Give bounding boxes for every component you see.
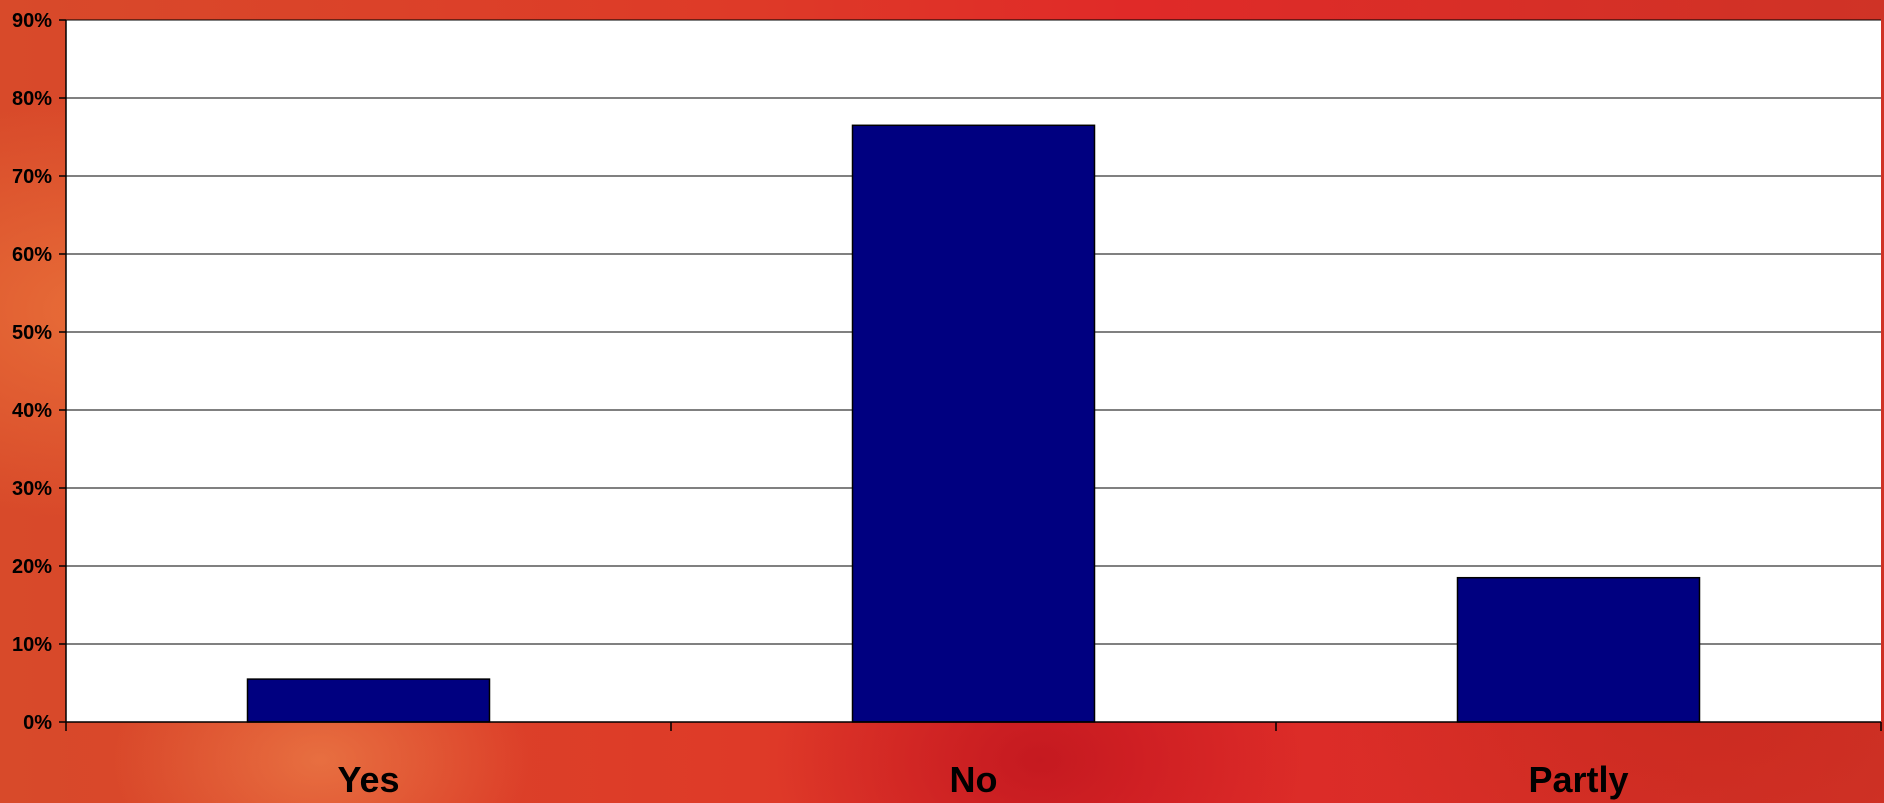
bar-yes — [246, 678, 491, 723]
bars — [246, 124, 1701, 723]
x-axis-category-labels: Yes No Partly — [337, 759, 1628, 800]
x-category-label: No — [950, 759, 998, 800]
y-tick-label: 30% — [12, 478, 52, 500]
y-tick-label: 20% — [12, 556, 52, 578]
y-tick-label: 70% — [12, 166, 52, 188]
x-category-label: Yes — [337, 759, 399, 800]
axes — [59, 19, 1882, 731]
y-tick-label: 10% — [12, 634, 52, 656]
y-tick-label: 50% — [12, 322, 52, 344]
x-category-label: Partly — [1528, 759, 1628, 800]
bar-no — [851, 124, 1096, 723]
bar-partly — [1456, 576, 1701, 723]
y-tick-label: 0% — [23, 712, 52, 734]
y-tick-label: 60% — [12, 244, 52, 266]
y-tick-label: 90% — [12, 10, 52, 32]
y-tick-label: 80% — [12, 88, 52, 110]
y-tick-label: 40% — [12, 400, 52, 422]
y-axis-tick-labels: 0% 10% 20% 30% 40% 50% 60% 70% 80% 90% — [12, 10, 52, 734]
